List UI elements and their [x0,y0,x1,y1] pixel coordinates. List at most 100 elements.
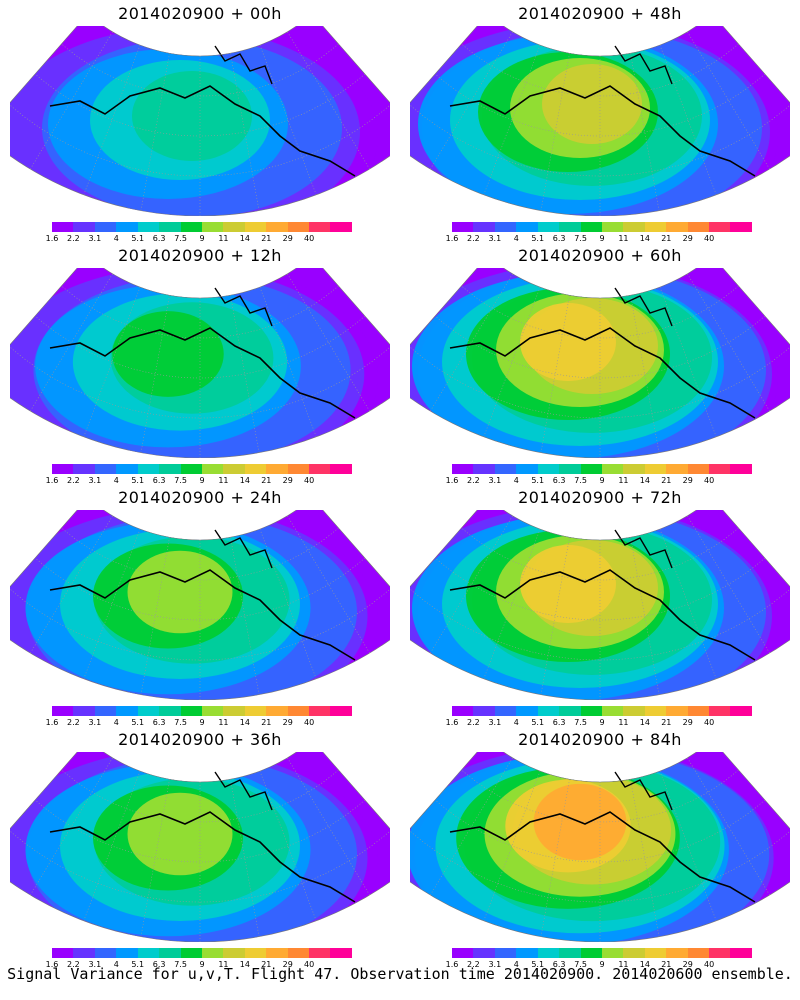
colorbar-swatch [452,948,474,958]
colorbar-swatch [580,222,602,232]
colorbar-tick-label: 3.1 [488,718,502,727]
colorbar-tick-label: 9 [199,234,205,243]
colorbar-swatch [201,948,224,958]
colorbar-swatch [309,222,331,232]
map-panel: 2014020900 + 60h 1.6 2.2 3.1 4 5.1 6.3 7.5 9 11 14… [410,242,790,487]
colorbar-tick-label: 21 [661,476,672,485]
colorbar-swatch [309,948,331,958]
colorbar [452,706,752,716]
colorbar-swatch [709,948,731,958]
colorbar-tick-label: 40 [704,476,715,485]
colorbar-tick-label: 1.6 [445,960,459,969]
variance-map [410,268,790,458]
colorbar-swatch [116,222,138,232]
colorbar-tick-label: 6.3 [152,476,166,485]
colorbar-swatch [559,948,581,958]
colorbar-tick-label: 4 [113,960,119,969]
colorbar-swatch [494,706,517,716]
colorbar-tick-label: 14 [239,718,250,727]
colorbar-tick-label: 40 [304,476,315,485]
colorbar-swatch [473,222,495,232]
colorbar-swatch [94,706,117,716]
colorbar-labels: 1.6 2.2 3.1 4 5.1 6.3 7.5 9 11 14 21 29 40 [446,960,752,970]
colorbar-labels: 1.6 2.2 3.1 4 5.1 6.3 7.5 9 11 14 21 29 40 [46,718,352,728]
colorbar-swatch [452,222,474,232]
colorbar-swatch [580,948,602,958]
colorbar-tick-label: 1.6 [445,234,459,243]
colorbar-swatch [644,222,667,232]
colorbar-tick-label: 3.1 [88,960,102,969]
colorbar-swatch [473,706,495,716]
colorbar-swatch [180,948,202,958]
colorbar-tick-label: 7.5 [574,718,587,727]
colorbar-tick-label: 21 [661,234,672,243]
colorbar-tick-label: 5.1 [131,960,145,969]
colorbar-swatch [159,706,181,716]
colorbar-swatch [559,706,581,716]
variance-map [10,26,390,216]
colorbar-tick-label: 14 [639,476,650,485]
colorbar-tick-label: 5.1 [131,718,145,727]
colorbar-tick-label: 4 [513,718,519,727]
colorbar-swatch [223,464,245,474]
colorbar-swatch [330,222,352,232]
colorbar-tick-label: 2.2 [467,960,480,969]
colorbar-swatch [266,948,288,958]
colorbar-tick-label: 7.5 [174,960,187,969]
colorbar-swatch [730,706,752,716]
colorbar-tick-label: 11 [218,234,229,243]
colorbar-swatch [94,222,117,232]
colorbar-swatch [116,948,138,958]
colorbar-swatch [73,948,95,958]
colorbar [452,222,752,232]
colorbar-swatch [494,464,517,474]
colorbar-swatch [709,222,731,232]
colorbar-tick-label: 5.1 [531,960,545,969]
colorbar-tick-label: 2.2 [67,960,80,969]
colorbar-tick-label: 29 [282,960,293,969]
colorbar-tick-label: 11 [618,960,629,969]
colorbar-swatch [473,464,495,474]
colorbar-tick-label: 2.2 [67,234,80,243]
colorbar-swatch [244,222,267,232]
colorbar-swatch [52,706,74,716]
map-panel: 2014020900 + 00h 1.6 2.2 3.1 4 5.1 6.3 7.5 9 11 14… [10,0,390,245]
colorbar-tick-label: 21 [261,234,272,243]
colorbar-tick-label: 7.5 [174,234,187,243]
colorbar-labels: 1.6 2.2 3.1 4 5.1 6.3 7.5 9 11 14 21 29 40 [446,476,752,486]
colorbar-tick-label: 29 [282,718,293,727]
colorbar-swatch [52,464,74,474]
colorbar-tick-label: 2.2 [467,476,480,485]
colorbar-swatch [494,948,517,958]
colorbar-tick-label: 3.1 [88,234,102,243]
colorbar-tick-label: 7.5 [574,960,587,969]
colorbar-tick-label: 29 [682,234,693,243]
colorbar-swatch [201,222,224,232]
colorbar-swatch [516,706,538,716]
colorbar-swatch [644,464,667,474]
colorbar-swatch [159,948,181,958]
colorbar-swatch [201,464,224,474]
colorbar-swatch [73,464,95,474]
colorbar-tick-label: 6.3 [152,234,166,243]
colorbar [52,948,352,958]
colorbar-tick-label: 40 [704,718,715,727]
colorbar-tick-label: 1.6 [45,718,59,727]
colorbar-swatch [244,948,267,958]
colorbar-tick-label: 9 [599,718,605,727]
colorbar-tick-label: 4 [513,960,519,969]
colorbar-tick-label: 21 [261,476,272,485]
colorbar-tick-label: 11 [218,476,229,485]
colorbar-tick-label: 4 [113,476,119,485]
colorbar-tick-label: 6.3 [152,960,166,969]
colorbar-labels: 1.6 2.2 3.1 4 5.1 6.3 7.5 9 11 14 21 29 40 [46,476,352,486]
colorbar-swatch [52,948,74,958]
colorbar-tick-label: 5.1 [531,718,545,727]
variance-map [10,752,390,942]
colorbar-swatch [559,222,581,232]
colorbar-tick-label: 6.3 [552,718,566,727]
colorbar-tick-label: 40 [304,960,315,969]
colorbar-swatch [287,948,310,958]
colorbar-tick-label: 11 [218,718,229,727]
colorbar-swatch [180,706,202,716]
